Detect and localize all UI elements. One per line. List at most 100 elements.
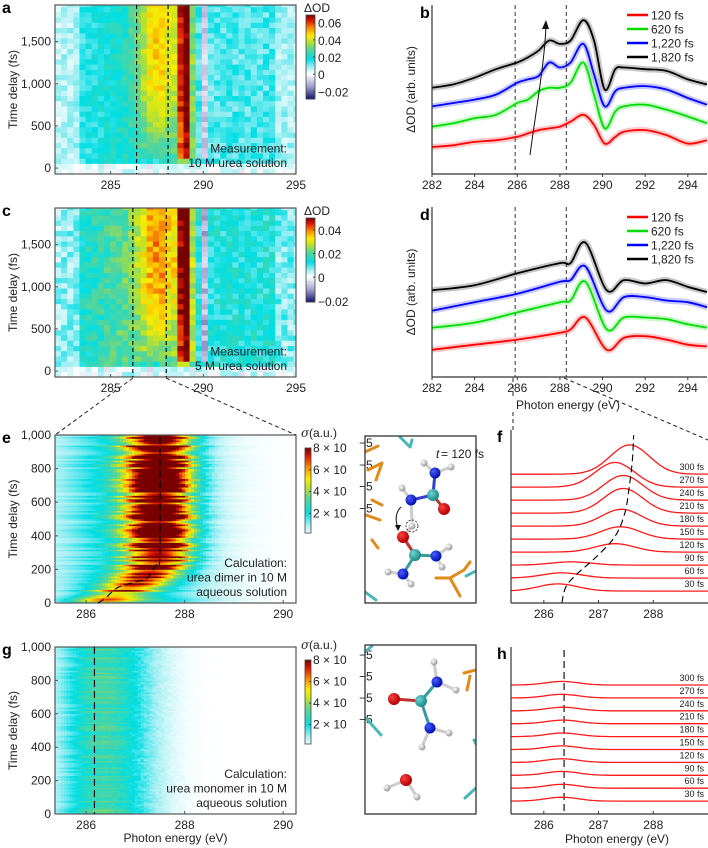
heatmap-cell (245, 273, 252, 279)
heatmap-cell (171, 320, 178, 326)
heatmap-cell (275, 54, 282, 60)
heatmap-cell (98, 96, 105, 102)
heatmap-cell (141, 236, 148, 242)
heatmap-cell (232, 252, 239, 258)
heatmap-cell (92, 106, 99, 112)
heatmap-cell (92, 273, 99, 279)
heatmap-cell (86, 117, 93, 123)
heatmap-cell (141, 7, 148, 13)
heatmap-cell (275, 231, 282, 237)
heatmap-cell (80, 210, 87, 216)
heatmap-cell (86, 38, 93, 44)
heatmap-cell (288, 215, 295, 221)
heatmap-cell (55, 127, 62, 133)
heatmap-cell (67, 153, 74, 159)
heatmap-cell (159, 225, 166, 231)
heatmap-cell (171, 137, 178, 143)
heatmap-cell (196, 85, 203, 91)
heatmap-cell (281, 257, 288, 263)
heatmap-cell (177, 101, 184, 107)
heatmap-cell (171, 80, 178, 86)
heatmap-cell (214, 64, 221, 70)
heatmap-cell (98, 64, 105, 70)
heatmap-cell (67, 70, 74, 76)
heatmap-cell (214, 49, 221, 55)
heatmap-cell (184, 346, 191, 352)
heatmap-cell (98, 335, 105, 341)
heatmap-cell (110, 340, 117, 346)
heatmap-cell (92, 64, 99, 70)
heatmap-cell (257, 96, 264, 102)
heatmap-cell (67, 106, 74, 112)
heatmap-cell (128, 90, 135, 96)
heatmap-cell (232, 12, 239, 18)
heatmap-cell (177, 164, 184, 170)
heatmap-cell (196, 106, 203, 112)
heatmap-cell (86, 43, 93, 49)
heatmap-cell (196, 90, 203, 96)
heatmap-cell (214, 241, 221, 247)
heatmap-cell (196, 304, 203, 310)
heatmap-cell (184, 288, 191, 294)
heatmap-cell (184, 17, 191, 23)
heatmap-cell (61, 367, 68, 373)
heatmap-cell (177, 351, 184, 357)
y-axis-label: Time delay (fs) (6, 50, 20, 129)
heatmap-cell (116, 64, 123, 70)
heatmap-cell (86, 293, 93, 299)
heatmap-cell (92, 85, 99, 91)
heatmap-cell (257, 210, 264, 216)
heatmap-cell (263, 262, 270, 268)
heatmap-cell (80, 17, 87, 23)
heatmap-cell (110, 236, 117, 242)
heatmap-cell (288, 111, 295, 117)
heatmap-cell (208, 273, 215, 279)
heatmap-cell (73, 361, 80, 367)
heatmap-cell (232, 85, 239, 91)
heatmap-cell (159, 164, 166, 170)
heatmap-cell (80, 273, 87, 279)
heatmap-cell (55, 59, 62, 65)
heatmap-cell (92, 335, 99, 341)
heatmap-cell (147, 17, 154, 23)
heatmap-cell (153, 17, 160, 23)
heatmap-cell (55, 299, 62, 305)
heatmap-cell (153, 267, 160, 273)
heatmap-cell (104, 148, 111, 154)
heatmap-cell (67, 33, 74, 39)
heatmap-cell (55, 12, 62, 18)
heatmap-cell (184, 225, 191, 231)
heatmap-cell (214, 22, 221, 28)
heatmap-cell (135, 215, 142, 221)
heatmap-cell (269, 325, 276, 331)
heatmap-cell (122, 335, 129, 341)
heatmap-cell (61, 325, 68, 331)
heatmap-cell (208, 299, 215, 305)
heatmap-cell (110, 330, 117, 336)
heatmap-cell (153, 299, 160, 305)
heatmap-cell (92, 257, 99, 263)
heatmap-cell (245, 304, 252, 310)
heatmap-cell (98, 257, 105, 263)
heatmap-cell (196, 252, 203, 258)
heatmap-cell (202, 262, 209, 268)
heatmap-cell (208, 33, 215, 39)
heatmap-cell (288, 117, 295, 123)
heatmap-cell (190, 320, 197, 326)
heatmap-cell (55, 246, 62, 252)
heatmap-cell (61, 288, 68, 294)
heatmap-cell (159, 101, 166, 107)
heatmap-cell (147, 288, 154, 294)
heatmap-cell (263, 283, 270, 289)
heatmap-cell (92, 320, 99, 326)
heatmap-cell (73, 225, 80, 231)
heatmap-cell (190, 12, 197, 18)
heatmap-cell (220, 309, 227, 315)
heatmap-cell (147, 96, 154, 102)
heatmap-cell (288, 340, 295, 346)
heatmap-cell (220, 231, 227, 237)
heatmap-cell (214, 75, 221, 81)
heatmap-cell (220, 85, 227, 91)
heatmap-cell (153, 33, 160, 39)
heatmap-cell (177, 96, 184, 102)
